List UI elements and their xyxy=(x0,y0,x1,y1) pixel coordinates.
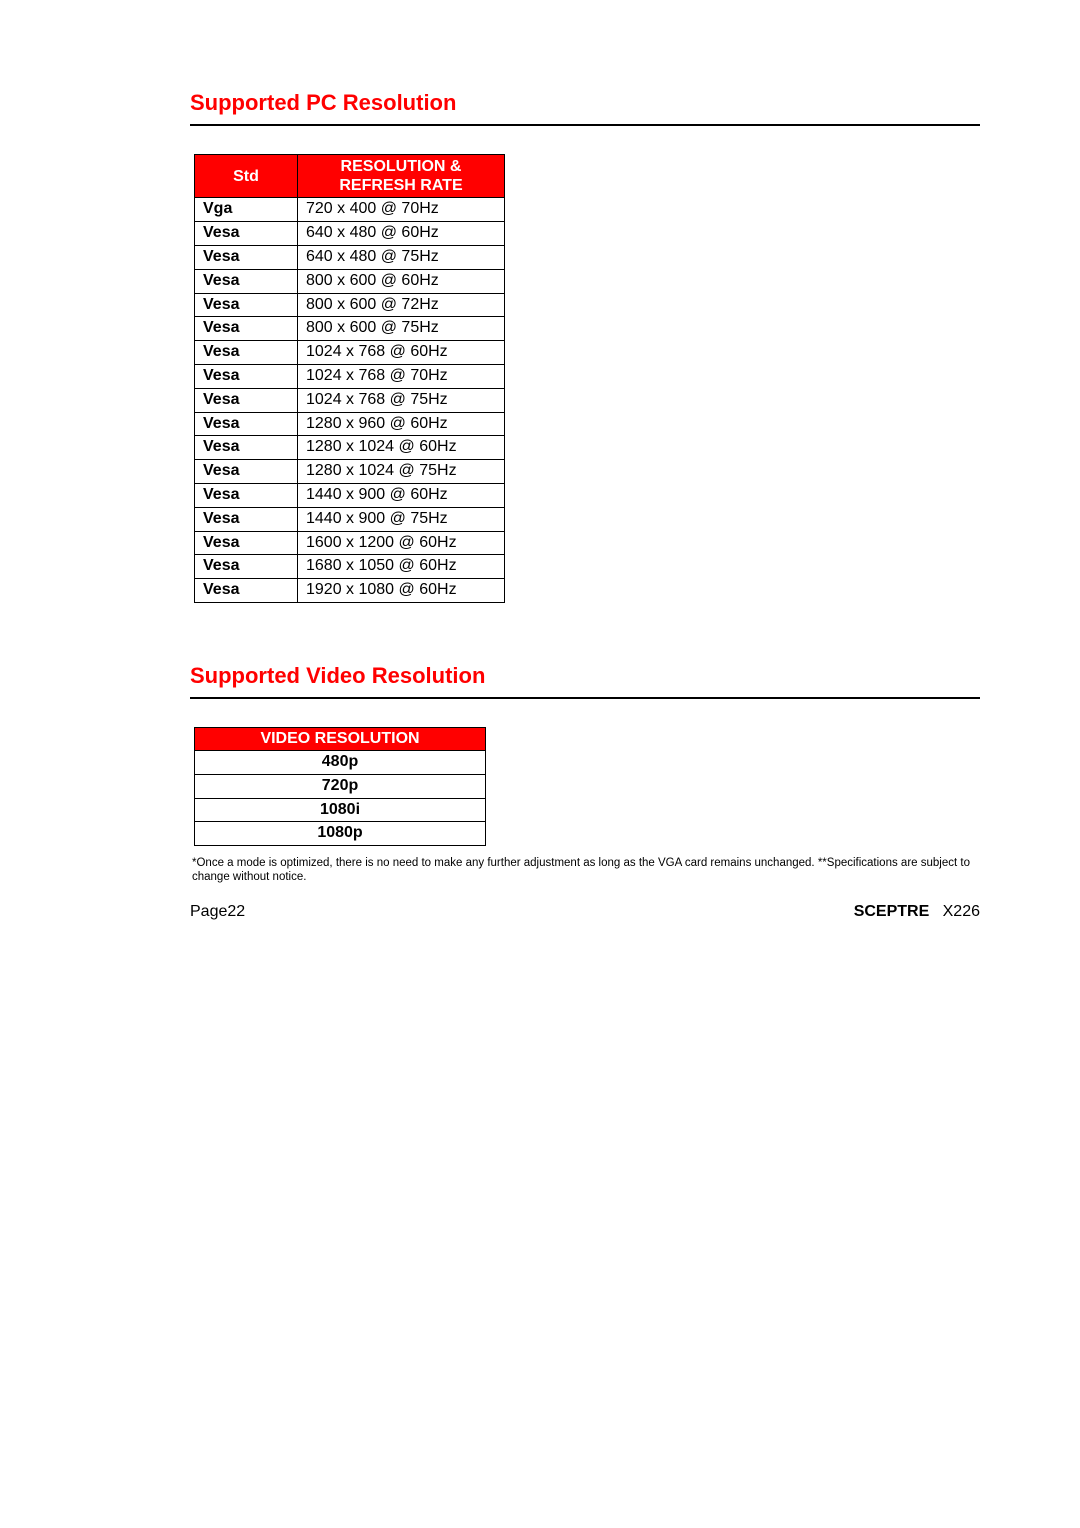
pc-std-cell: Vesa xyxy=(195,293,298,317)
table-row: 1080p xyxy=(195,822,486,846)
table-row: Vesa800 x 600 @ 72Hz xyxy=(195,293,505,317)
pc-res-cell: 1600 x 1200 @ 60Hz xyxy=(298,531,505,555)
table-row: Vesa1440 x 900 @ 75Hz xyxy=(195,507,505,531)
table-row: Vesa1280 x 1024 @ 75Hz xyxy=(195,460,505,484)
brand-model: SCEPTRE X226 xyxy=(854,903,980,921)
table-row: 480p xyxy=(195,750,486,774)
table-row: Vesa640 x 480 @ 60Hz xyxy=(195,222,505,246)
pc-std-cell: Vesa xyxy=(195,245,298,269)
pc-table-header-resolution: RESOLUTION & REFRESH RATE xyxy=(298,155,505,198)
pc-std-cell: Vga xyxy=(195,198,298,222)
video-res-cell: 1080i xyxy=(195,798,486,822)
table-row: Vesa1280 x 960 @ 60Hz xyxy=(195,412,505,436)
pc-res-cell: 640 x 480 @ 60Hz xyxy=(298,222,505,246)
video-resolution-heading: Supported Video Resolution xyxy=(190,663,980,689)
pc-resolution-table: Std RESOLUTION & REFRESH RATE Vga720 x 4… xyxy=(194,154,505,603)
pc-std-cell: Vesa xyxy=(195,341,298,365)
table-row: Vesa1440 x 900 @ 60Hz xyxy=(195,483,505,507)
pc-res-cell: 1280 x 1024 @ 60Hz xyxy=(298,436,505,460)
pc-std-cell: Vesa xyxy=(195,412,298,436)
pc-res-cell: 1024 x 768 @ 60Hz xyxy=(298,341,505,365)
pc-res-cell: 800 x 600 @ 75Hz xyxy=(298,317,505,341)
table-row: Vesa1680 x 1050 @ 60Hz xyxy=(195,555,505,579)
table-row: Vesa1024 x 768 @ 75Hz xyxy=(195,388,505,412)
pc-table-header-res-line2: REFRESH RATE xyxy=(339,177,462,194)
table-row: Vesa640 x 480 @ 75Hz xyxy=(195,245,505,269)
table-row: Vesa1280 x 1024 @ 60Hz xyxy=(195,436,505,460)
table-row: Vesa800 x 600 @ 60Hz xyxy=(195,269,505,293)
table-row: Vesa1024 x 768 @ 70Hz xyxy=(195,364,505,388)
pc-res-cell: 1440 x 900 @ 75Hz xyxy=(298,507,505,531)
pc-std-cell: Vesa xyxy=(195,436,298,460)
pc-std-cell: Vesa xyxy=(195,579,298,603)
pc-std-cell: Vesa xyxy=(195,364,298,388)
pc-std-cell: Vesa xyxy=(195,317,298,341)
video-table-header: VIDEO RESOLUTION xyxy=(195,727,486,750)
video-res-cell: 480p xyxy=(195,750,486,774)
pc-table-header-std: Std xyxy=(195,155,298,198)
video-resolution-table: VIDEO RESOLUTION 480p720p1080i1080p xyxy=(194,727,486,846)
pc-res-cell: 1680 x 1050 @ 60Hz xyxy=(298,555,505,579)
table-row: Vesa800 x 600 @ 75Hz xyxy=(195,317,505,341)
pc-std-cell: Vesa xyxy=(195,222,298,246)
page-footer: Page22 SCEPTRE X226 xyxy=(190,903,980,921)
table-row: Vesa1920 x 1080 @ 60Hz xyxy=(195,579,505,603)
pc-res-cell: 1024 x 768 @ 75Hz xyxy=(298,388,505,412)
pc-table-body: Vga720 x 400 @ 70HzVesa640 x 480 @ 60HzV… xyxy=(195,198,505,603)
pc-res-cell: 1920 x 1080 @ 60Hz xyxy=(298,579,505,603)
pc-std-cell: Vesa xyxy=(195,531,298,555)
table-row: 720p xyxy=(195,774,486,798)
video-res-cell: 720p xyxy=(195,774,486,798)
divider xyxy=(190,124,980,126)
video-res-cell: 1080p xyxy=(195,822,486,846)
pc-table-header-res-line1: RESOLUTION & xyxy=(341,158,462,175)
pc-res-cell: 800 x 600 @ 72Hz xyxy=(298,293,505,317)
table-row: Vga720 x 400 @ 70Hz xyxy=(195,198,505,222)
page-number: Page22 xyxy=(190,903,245,921)
table-row: 1080i xyxy=(195,798,486,822)
pc-res-cell: 1024 x 768 @ 70Hz xyxy=(298,364,505,388)
pc-res-cell: 1440 x 900 @ 60Hz xyxy=(298,483,505,507)
pc-std-cell: Vesa xyxy=(195,507,298,531)
pc-res-cell: 720 x 400 @ 70Hz xyxy=(298,198,505,222)
pc-res-cell: 640 x 480 @ 75Hz xyxy=(298,245,505,269)
model-name: X226 xyxy=(943,903,980,920)
pc-res-cell: 800 x 600 @ 60Hz xyxy=(298,269,505,293)
pc-std-cell: Vesa xyxy=(195,388,298,412)
video-table-body: 480p720p1080i1080p xyxy=(195,750,486,845)
footnote-text: *Once a mode is optimized, there is no n… xyxy=(192,856,980,885)
divider xyxy=(190,697,980,699)
pc-std-cell: Vesa xyxy=(195,269,298,293)
table-row: Vesa1024 x 768 @ 60Hz xyxy=(195,341,505,365)
pc-std-cell: Vesa xyxy=(195,555,298,579)
brand-name: SCEPTRE xyxy=(854,903,930,920)
pc-std-cell: Vesa xyxy=(195,483,298,507)
pc-resolution-heading: Supported PC Resolution xyxy=(190,90,980,116)
table-row: Vesa1600 x 1200 @ 60Hz xyxy=(195,531,505,555)
pc-res-cell: 1280 x 1024 @ 75Hz xyxy=(298,460,505,484)
pc-std-cell: Vesa xyxy=(195,460,298,484)
pc-res-cell: 1280 x 960 @ 60Hz xyxy=(298,412,505,436)
